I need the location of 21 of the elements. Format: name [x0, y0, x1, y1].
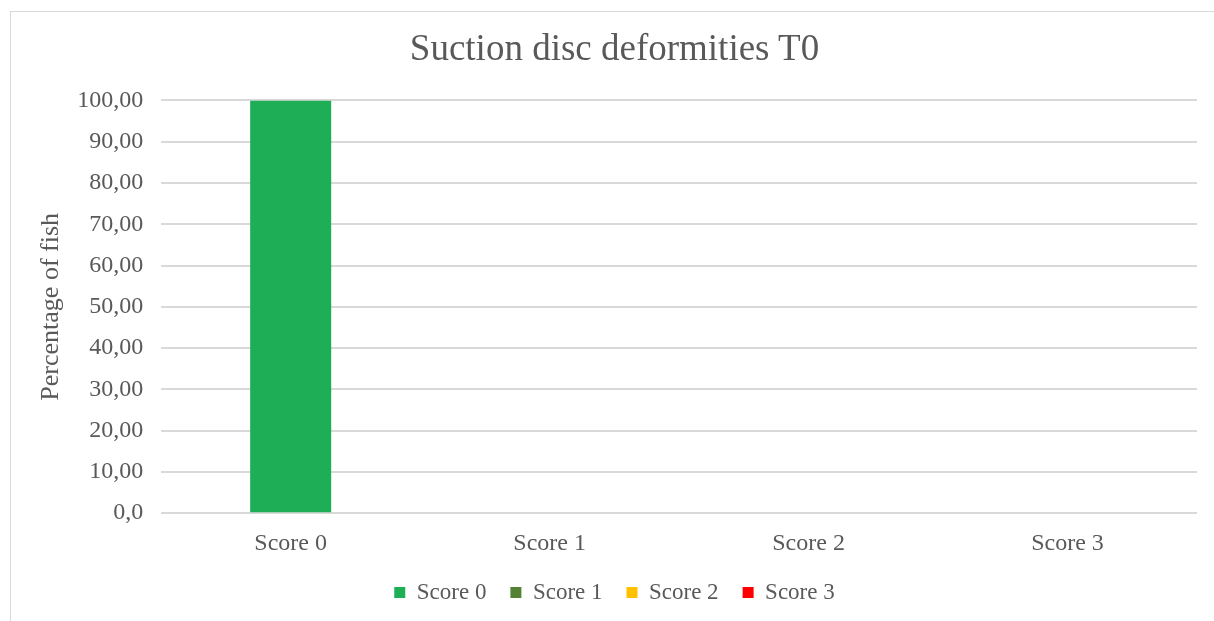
x-tick-label: Score 0 [254, 528, 327, 555]
x-tick-label: Score 3 [1031, 528, 1104, 555]
y-tick-label: 10,00 [89, 457, 144, 484]
y-tick-label: 90,00 [89, 126, 144, 153]
legend-label: Score 3 [765, 578, 835, 604]
y-tick-label: 0,0 [113, 498, 144, 525]
legend-label: Score 0 [416, 578, 487, 604]
y-tick-label: 50,00 [89, 292, 144, 319]
y-tick-label: 40,00 [89, 333, 144, 360]
x-tick-label: Score 1 [513, 528, 586, 555]
x-tick-label: Score 2 [772, 528, 845, 555]
legend-label: Score 1 [532, 578, 603, 604]
chart-title: Suction disc deformities T0 [409, 26, 820, 68]
y-tick-label: 70,00 [89, 209, 144, 236]
y-tick-label: 30,00 [89, 374, 144, 401]
y-tick-label: 80,00 [89, 168, 144, 195]
y-tick-label: 100,00 [77, 85, 144, 112]
y-tick-label: 60,00 [89, 250, 144, 277]
legend-label: Score 2 [649, 578, 719, 604]
y-tick-label: 20,00 [89, 415, 144, 442]
y-axis-title: Percentage of fish [35, 212, 65, 401]
